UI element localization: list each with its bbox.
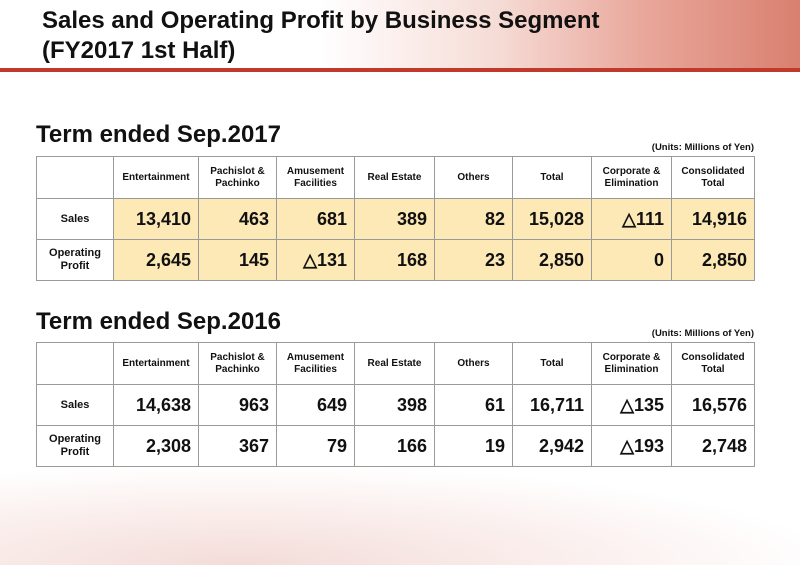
- col-header: Consolidated Total: [671, 156, 755, 199]
- cell-value: 2,645: [113, 239, 199, 281]
- col-header: Real Estate: [354, 342, 435, 385]
- cell-value: △111: [591, 198, 672, 240]
- cell-value: △193: [591, 425, 672, 467]
- row-label: Sales: [36, 384, 114, 426]
- cell-value: △131: [276, 239, 355, 281]
- cell-value: 145: [198, 239, 277, 281]
- table-row-sales: Sales 14,638 963 649 398 61 16,711 △135 …: [36, 384, 755, 426]
- cell-value: 14,638: [113, 384, 199, 426]
- col-header: Corporate & Elimination: [591, 342, 672, 385]
- cell-value: 389: [354, 198, 435, 240]
- cell-value: 16,711: [512, 384, 592, 426]
- col-header: Pachislot & Pachinko: [198, 342, 277, 385]
- table-header-row: Entertainment Pachislot & Pachinko Amuse…: [36, 156, 755, 199]
- segment-table-2016: Entertainment Pachislot & Pachinko Amuse…: [36, 342, 755, 467]
- segment-table-2017: Entertainment Pachislot & Pachinko Amuse…: [36, 156, 755, 281]
- units-note-2016: (Units: Millions of Yen): [651, 328, 754, 339]
- units-note-2017: (Units: Millions of Yen): [651, 142, 754, 153]
- cell-value: 14,916: [671, 198, 755, 240]
- col-header: Others: [434, 156, 513, 199]
- cell-value: 168: [354, 239, 435, 281]
- cell-value: 681: [276, 198, 355, 240]
- cell-value: 16,576: [671, 384, 755, 426]
- cell-value: 82: [434, 198, 513, 240]
- page-title-line2: (FY2017 1st Half): [42, 37, 236, 64]
- cell-value: 79: [276, 425, 355, 467]
- cell-value: 2,942: [512, 425, 592, 467]
- col-header: Real Estate: [354, 156, 435, 199]
- cell-value: 963: [198, 384, 277, 426]
- cell-value: 2,748: [671, 425, 755, 467]
- cell-value: 61: [434, 384, 513, 426]
- cell-value: 367: [198, 425, 277, 467]
- cell-value: 23: [434, 239, 513, 281]
- table-row-sales: Sales 13,410 463 681 389 82 15,028 △111 …: [36, 198, 755, 240]
- col-header: Total: [512, 156, 592, 199]
- col-header: Amusement Facilities: [276, 156, 355, 199]
- section-heading-2017: Term ended Sep.2017: [36, 121, 281, 148]
- table-header-row: Entertainment Pachislot & Pachinko Amuse…: [36, 342, 755, 385]
- row-label: Operating Profit: [36, 239, 114, 281]
- row-label: Operating Profit: [36, 425, 114, 467]
- cell-value: △135: [591, 384, 672, 426]
- page-title: Sales and Operating Profit by Business S…: [42, 6, 599, 66]
- cell-value: 2,850: [671, 239, 755, 281]
- cell-value: 13,410: [113, 198, 199, 240]
- cell-value: 2,850: [512, 239, 592, 281]
- col-header: Total: [512, 342, 592, 385]
- page-title-line1: Sales and Operating Profit by Business S…: [42, 7, 600, 34]
- table-row-operating-profit: Operating Profit 2,645 145 △131 168 23 2…: [36, 239, 755, 281]
- col-header: Amusement Facilities: [276, 342, 355, 385]
- row-label: Sales: [36, 198, 114, 240]
- cell-value: 0: [591, 239, 672, 281]
- cell-value: 166: [354, 425, 435, 467]
- header-band: [0, 0, 800, 72]
- col-header: Corporate & Elimination: [591, 156, 672, 199]
- corner-cell: [36, 156, 114, 199]
- cell-value: 19: [434, 425, 513, 467]
- background-decoration: [0, 470, 800, 565]
- section-heading-2016: Term ended Sep.2016: [36, 308, 281, 335]
- col-header: Pachislot & Pachinko: [198, 156, 277, 199]
- cell-value: 398: [354, 384, 435, 426]
- col-header: Others: [434, 342, 513, 385]
- col-header: Entertainment: [113, 342, 199, 385]
- header-accent-bar: [0, 68, 800, 72]
- col-header: Consolidated Total: [671, 342, 755, 385]
- cell-value: 2,308: [113, 425, 199, 467]
- col-header: Entertainment: [113, 156, 199, 199]
- cell-value: 649: [276, 384, 355, 426]
- table-row-operating-profit: Operating Profit 2,308 367 79 166 19 2,9…: [36, 425, 755, 467]
- corner-cell: [36, 342, 114, 385]
- cell-value: 15,028: [512, 198, 592, 240]
- cell-value: 463: [198, 198, 277, 240]
